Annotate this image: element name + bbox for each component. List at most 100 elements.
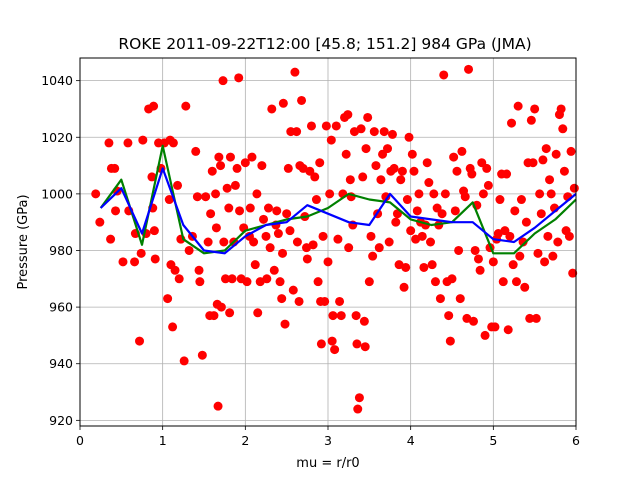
scatter-point	[181, 101, 191, 111]
scatter-point	[556, 104, 566, 114]
scatter-point	[424, 178, 434, 188]
scatter-point	[130, 257, 140, 267]
scatter-point	[344, 243, 354, 253]
scatter-point	[267, 104, 277, 114]
scatter-point	[225, 308, 235, 318]
scatter-point	[445, 336, 455, 346]
scatter-point	[282, 209, 292, 219]
scatter-point	[135, 336, 145, 346]
scatter-point	[253, 308, 263, 318]
scatter-point	[538, 155, 548, 165]
scatter-point	[149, 226, 159, 236]
scatter-point	[483, 180, 493, 190]
scatter-point	[360, 342, 370, 352]
scatter-point	[218, 76, 228, 86]
scatter-point	[470, 245, 480, 255]
scatter-point	[232, 163, 242, 173]
scatter-point	[308, 240, 318, 250]
scatter-point	[478, 189, 488, 199]
scatter-point	[280, 319, 290, 329]
scatter-point	[518, 237, 528, 247]
scatter-point	[138, 135, 148, 145]
scatter-point	[306, 121, 316, 131]
scatter-point	[191, 146, 201, 156]
scatter-point	[222, 183, 232, 193]
scatter-point	[407, 149, 417, 159]
scatter-point	[136, 248, 146, 258]
scatter-point	[371, 161, 381, 171]
scatter-point	[201, 192, 211, 202]
scatter-point	[123, 138, 133, 148]
scatter-point	[331, 121, 341, 131]
scatter-point	[368, 251, 378, 261]
scatter-point	[414, 189, 424, 199]
scatter-point	[531, 313, 541, 323]
scatter-point	[326, 135, 336, 145]
scatter-point	[269, 265, 279, 275]
scatter-point	[275, 277, 285, 287]
scatter-point	[409, 166, 419, 176]
axis-ticks: 0 1 2 3 4 5 6 920 940 960 980 1000 1020 1040	[41, 73, 580, 448]
x-tick-label: 1	[159, 433, 167, 448]
scatter-point	[194, 265, 204, 275]
scatter-point	[327, 336, 337, 346]
scatter-point	[106, 234, 116, 244]
scatter-point	[359, 316, 369, 326]
scatter-point	[536, 209, 546, 219]
scatter-point	[435, 294, 445, 304]
scatter-point	[535, 189, 545, 199]
scatter-point	[174, 274, 184, 284]
y-tick-label: 1020	[41, 130, 73, 145]
scatter-point	[374, 243, 384, 253]
scatter-point	[495, 195, 505, 205]
scatter-point	[422, 158, 432, 168]
scatter-point	[569, 183, 579, 193]
scatter-point	[273, 229, 283, 239]
scatter-point	[262, 274, 272, 284]
scatter-point	[290, 67, 300, 77]
scatter-point	[211, 223, 221, 233]
y-tick-label: 1040	[41, 73, 73, 88]
scatter-point	[401, 262, 411, 272]
scatter-point	[389, 163, 399, 173]
scatter-point	[179, 356, 189, 366]
scatter-point	[292, 127, 302, 137]
scatter-point	[444, 311, 454, 321]
scatter-point	[351, 311, 361, 321]
scatter-point	[566, 146, 576, 156]
scatter-point	[513, 101, 523, 111]
scatter-point	[450, 206, 460, 216]
scatter-point	[345, 175, 355, 185]
scatter-point	[220, 274, 230, 284]
scatter-point	[541, 144, 551, 154]
scatter-point	[95, 217, 105, 227]
scatter-point	[213, 401, 223, 411]
scatter-point	[454, 245, 464, 255]
scatter-point	[533, 248, 543, 258]
scatter-point	[330, 345, 340, 355]
scatter-point	[321, 121, 331, 131]
scatter-point	[203, 237, 213, 247]
scatter-point	[209, 311, 219, 321]
scatter-point	[315, 158, 325, 168]
scatter-point	[192, 192, 202, 202]
scatter-point	[361, 144, 371, 154]
scatter-point	[245, 203, 255, 213]
scatter-point	[225, 152, 235, 162]
scatter-point	[510, 206, 520, 216]
scatter-point	[460, 192, 470, 202]
scatter-point	[163, 294, 173, 304]
scatter-point	[551, 149, 561, 159]
scatter-point	[325, 189, 335, 199]
scatter-point	[406, 226, 416, 236]
scatter-point	[184, 245, 194, 255]
scatter-point	[230, 180, 240, 190]
scatter-point	[568, 268, 578, 278]
scatter-point	[219, 237, 229, 247]
scatter-point	[426, 237, 436, 247]
scatter-point	[419, 262, 429, 272]
x-axis-label: mu = r/r0	[296, 456, 359, 471]
scatter-point	[540, 257, 550, 267]
scatter-point	[468, 316, 478, 326]
